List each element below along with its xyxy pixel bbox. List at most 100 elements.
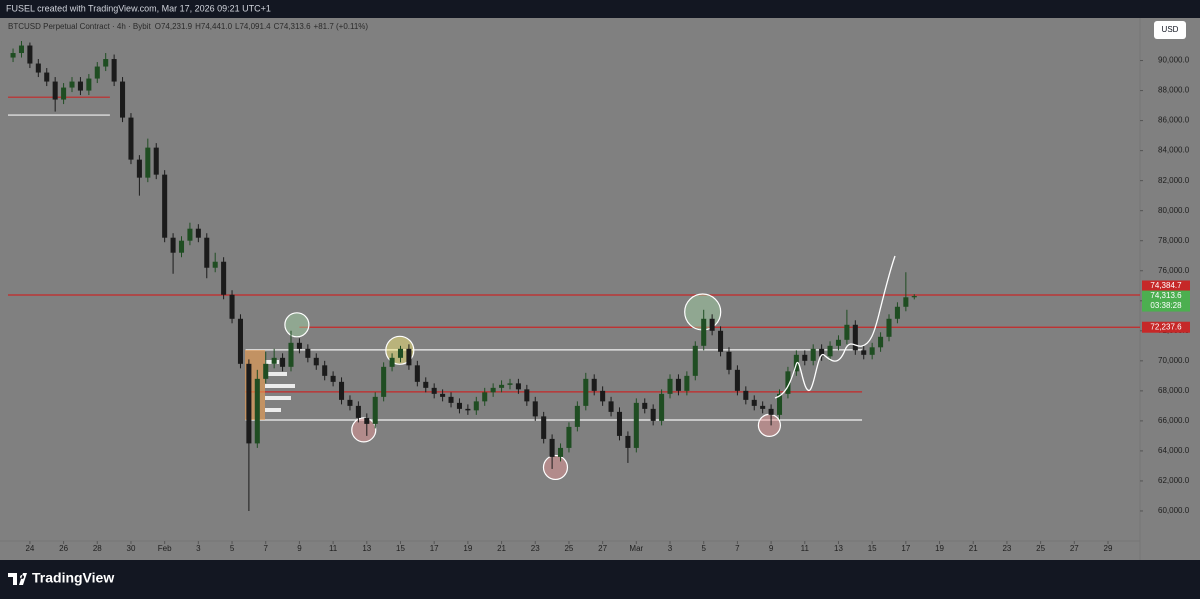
candle-body <box>675 378 681 391</box>
candle-body <box>372 396 378 424</box>
x-tick-label: 27 <box>1070 544 1079 553</box>
x-tick-label: 27 <box>598 544 607 553</box>
candle-body <box>204 237 210 268</box>
candle-body <box>532 401 538 417</box>
candle-body <box>768 408 774 415</box>
candle-body <box>633 402 639 448</box>
annotation-circle <box>542 454 569 481</box>
candle-body <box>448 396 454 403</box>
y-tick-label: 88,000.0 <box>1158 86 1190 95</box>
candle-body <box>305 348 311 358</box>
plot <box>10 41 917 511</box>
y-tick-label: 80,000.0 <box>1158 206 1190 215</box>
candle-body <box>499 384 505 388</box>
x-tick-label: 5 <box>230 544 235 553</box>
projection-path <box>774 255 896 399</box>
profile-bar <box>265 396 291 400</box>
x-tick-label: 23 <box>1002 544 1011 553</box>
candle-body <box>313 357 319 366</box>
candle-body <box>330 375 336 382</box>
candle-body <box>406 348 412 366</box>
top-bar <box>0 0 1200 18</box>
candle-body <box>894 306 900 319</box>
annotation-circle <box>351 417 377 443</box>
profile-bar <box>265 372 287 376</box>
candle-body <box>701 318 707 346</box>
candle-body <box>52 81 58 100</box>
candle-body <box>726 351 732 370</box>
candle-body <box>440 393 446 397</box>
x-tick-label: 11 <box>801 544 810 553</box>
candle-body <box>718 330 724 352</box>
o-key: O <box>155 22 161 31</box>
y-tick-label: 86,000.0 <box>1158 116 1190 125</box>
x-tick-label: 5 <box>701 544 706 553</box>
y-tick-label: 70,000.0 <box>1158 356 1190 365</box>
candle-body <box>465 408 471 411</box>
candle-body <box>642 402 648 409</box>
candle-body <box>170 237 176 253</box>
candle-body <box>886 318 892 337</box>
candle-body <box>178 240 185 253</box>
x-tick-label: 7 <box>264 544 269 553</box>
bottom-bar <box>0 560 1200 599</box>
candle-body <box>549 438 555 457</box>
x-tick-label: 21 <box>497 544 506 553</box>
close-value: 74,313.6 <box>279 22 311 31</box>
candle-body <box>802 354 808 361</box>
candle-body <box>162 174 168 238</box>
candle-body <box>760 405 766 409</box>
x-tick-label: 15 <box>396 544 405 553</box>
x-tick-label: 17 <box>901 544 910 553</box>
candle-body <box>835 339 841 346</box>
x-tick-label: 23 <box>531 544 540 553</box>
x-tick-label: 30 <box>127 544 136 553</box>
x-tick-label: 13 <box>362 544 371 553</box>
x-tick-label: Mar <box>629 544 643 553</box>
candle-body <box>507 383 513 385</box>
candle-body <box>709 318 715 331</box>
candle-body <box>10 53 16 58</box>
candle-body <box>103 59 109 67</box>
candle-body <box>27 45 33 64</box>
candle-body <box>44 72 50 82</box>
level-label: 74,384.7 <box>1150 281 1182 290</box>
candle-body <box>819 348 825 357</box>
candle-body <box>288 342 294 367</box>
candle-body <box>903 297 909 307</box>
candle-body <box>195 228 201 238</box>
x-tick-label: 21 <box>969 544 978 553</box>
candle-body <box>625 435 631 448</box>
axis-labels: 60,000.0 62,000.0 64,000.0 66,000.0 68,000.0… <box>25 56 1190 553</box>
x-tick-label: 13 <box>834 544 843 553</box>
candle-body <box>120 81 126 118</box>
countdown: 03:38:28 <box>1150 301 1182 310</box>
currency-label[interactable]: USD <box>1162 25 1179 34</box>
candle-body <box>541 416 547 439</box>
candle-body <box>296 342 302 349</box>
candle-body <box>524 389 530 402</box>
symbol-line: BTCUSD Perpetual Contract · 4h · Bybit O 7… <box>8 22 368 31</box>
x-tick-label: 29 <box>1104 544 1113 553</box>
high-value: 74,441.0 <box>201 22 233 31</box>
y-tick-label: 84,000.0 <box>1158 146 1190 155</box>
y-tick-label: 82,000.0 <box>1158 176 1190 185</box>
profile-bar <box>265 384 295 388</box>
candle-body <box>187 228 193 241</box>
x-tick-label: 3 <box>668 544 673 553</box>
x-tick-label: 24 <box>25 544 34 553</box>
candle-body <box>254 378 260 444</box>
last-price-label: 74,313.6 <box>1150 291 1182 300</box>
candle-body <box>347 399 353 406</box>
candle-body <box>153 147 159 175</box>
symbol: BTCUSD Perpetual Contract · 4h · Bybit <box>8 22 151 31</box>
candle-body <box>911 296 917 298</box>
currency-button[interactable] <box>1154 21 1186 39</box>
candle-body <box>246 363 252 444</box>
annotation-circle <box>284 312 310 338</box>
y-tick-label: 60,000.0 <box>1158 506 1190 515</box>
y-tick-label: 62,000.0 <box>1158 476 1190 485</box>
candle-body <box>776 393 783 415</box>
brand: TradingView <box>8 570 114 586</box>
candle-body <box>136 159 142 178</box>
